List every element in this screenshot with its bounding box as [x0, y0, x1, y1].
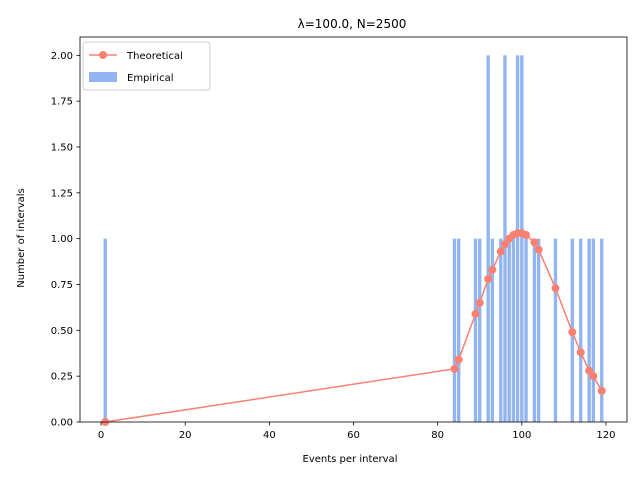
empirical-bar: [553, 238, 558, 422]
theoretical-point: [454, 355, 463, 364]
axes-layer: [79, 36, 628, 423]
theoretical-point: [450, 364, 459, 373]
theoretical-point: [585, 366, 594, 375]
empirical-bar: [473, 238, 478, 422]
empirical-bar: [103, 238, 107, 422]
line-layer: [101, 229, 606, 426]
empirical-bar: [452, 238, 457, 422]
y-tick-label: 0.00: [51, 418, 73, 429]
x-tick-label: 100: [512, 430, 531, 441]
theoretical-point: [484, 275, 493, 283]
empirical-bar: [511, 238, 516, 422]
y-tick-label: 0.50: [51, 326, 73, 337]
theoretical-point: [530, 238, 539, 247]
empirical-bar: [579, 238, 583, 422]
theoretical-point: [534, 245, 543, 254]
empirical-bar: [587, 238, 591, 422]
theoretical-point: [475, 298, 484, 307]
empirical-bar: [515, 55, 520, 422]
legend-line-marker: [99, 51, 107, 59]
y-tick-label: 0.75: [51, 280, 73, 291]
x-tick-label: 60: [347, 430, 360, 441]
empirical-bar: [507, 238, 511, 422]
x-tick-label: 120: [596, 430, 615, 441]
bars-layer: [103, 55, 604, 422]
y-tick-label: 1.00: [51, 234, 73, 245]
empirical-bar: [532, 238, 537, 422]
y-tick-label: 1.75: [51, 97, 73, 108]
theoretical-point: [597, 386, 606, 395]
empirical-bar: [536, 238, 541, 422]
y-tick-label: 0.25: [51, 372, 73, 383]
y-tick-label: 1.25: [51, 188, 73, 199]
x-tick-label: 80: [431, 430, 444, 441]
y-axis-label: Number of intervals: [16, 188, 27, 288]
legend: Theoretical Empirical: [82, 41, 211, 91]
y-tick-label: 1.50: [51, 143, 73, 154]
x-axis-label: Events per interval: [303, 454, 398, 465]
plot-frame: [79, 36, 628, 423]
empirical-bar: [520, 55, 524, 422]
empirical-bar: [457, 238, 461, 422]
legend-bar-swatch: [89, 72, 117, 82]
theoretical-point: [522, 231, 531, 239]
y-tick-label: 2.00: [51, 51, 73, 62]
ticks-layer: 0 20 40 60 80 100 120 0.00 0.25 0.50 0.75 1.00 1.25 1…: [51, 51, 616, 441]
empirical-bar: [600, 238, 604, 422]
theoretical-point: [496, 247, 505, 256]
x-tick-label: 40: [263, 430, 276, 441]
empirical-bar: [591, 238, 596, 422]
theoretical-point: [551, 284, 560, 293]
empirical-bar: [490, 238, 495, 422]
theoretical-point: [500, 240, 509, 249]
theoretical-point: [576, 348, 585, 357]
x-tick-label: 0: [98, 430, 104, 441]
x-tick-label: 20: [179, 430, 192, 441]
theoretical-point: [471, 309, 480, 318]
theoretical-point: [589, 372, 598, 381]
legend-label-theoretical: Theoretical: [126, 51, 183, 62]
chart-title: λ=100.0, N=2500: [298, 17, 407, 31]
empirical-bar: [499, 238, 503, 422]
empirical-bar: [524, 238, 528, 422]
empirical-bar: [486, 55, 490, 422]
legend-label-empirical: Empirical: [127, 73, 173, 84]
empirical-bar: [478, 238, 482, 422]
theoretical-point: [488, 265, 497, 274]
empirical-bar: [503, 55, 507, 422]
theoretical-point: [568, 328, 577, 337]
